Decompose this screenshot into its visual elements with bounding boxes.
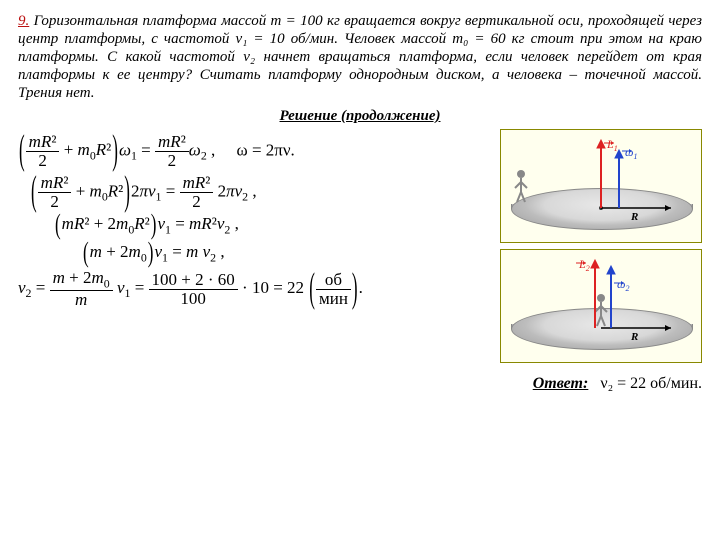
person-leg-icon [601,316,605,326]
equation-line-2: (mR²2 + m0R²)2πν1 = mR²2 2πν2 , [18,174,492,211]
label-w1: ω1 [625,145,637,161]
problem-number: 9. [18,13,29,29]
label-R-2: R [630,331,638,343]
problem-body: Горизонтальная платформа массой m = 100 … [18,13,702,101]
unit-den: мин [316,290,351,308]
label-R: R [630,211,638,223]
unit-num: об [316,271,351,290]
answer-line: Ответ: ν₂ = 22 об/мин. [18,375,702,393]
person-head-icon [517,170,525,178]
answer-text: ν₂ = 22 об/мин. [600,375,702,392]
label-w2: ω2 [617,277,629,293]
angular-momentum-arrowhead-icon [591,260,599,268]
solution-heading: Решение (продолжение) [18,108,702,125]
person-head-icon [597,294,605,302]
person-leg-icon [517,192,521,202]
omega-arrowhead-icon [607,266,615,274]
equations-block: (mR²2 + m0R²)ω1 = mR²2ω2 , ω = 2πν. (mR²… [18,129,500,369]
equation-line-5: ν2 = m + 2m0m ν1 = 100 + 2 · 60100 · 10 … [18,269,492,309]
equation-line-4: (m + 2m0)ν1 = m ν2 , [18,242,492,265]
angular-momentum-arrowhead-icon [597,140,605,148]
omega-nu-relation: ω = 2πν. [237,140,295,159]
person-leg-icon [597,316,601,326]
equation-line-1: (mR²2 + m0R²)ω1 = mR²2ω2 , ω = 2πν. [18,133,492,170]
problem-statement: 9. Горизонтальная платформа массой m = 1… [18,12,702,102]
figure-final-state: R L2 ω2 [500,249,702,363]
person-leg-icon [521,192,525,202]
radius-arrowhead-icon [665,325,671,331]
label-L1: L1 [606,137,618,153]
figure-2-overlay: R L2 ω2 [501,250,701,362]
label-L2: L2 [578,257,590,273]
answer-label: Ответ: [533,375,589,392]
figures-column: R L1 ω1 [500,129,702,369]
figure-1-overlay: R L1 ω1 [501,130,701,242]
final-period: . [359,278,363,297]
equation-line-3: (mR² + 2m0R²)ν1 = mR²ν2 , [18,214,492,237]
radius-arrowhead-icon [665,205,671,211]
figure-initial-state: R L1 ω1 [500,129,702,243]
